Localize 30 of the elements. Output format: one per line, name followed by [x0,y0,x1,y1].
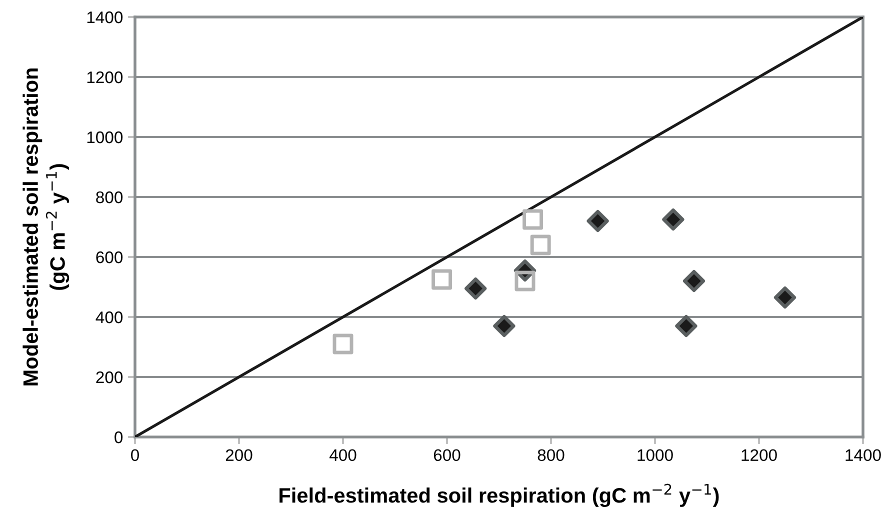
point [432,269,452,290]
point [586,210,609,232]
x-tick-label: 400 [329,449,356,462]
x-tick-label: 1200 [742,449,777,462]
y-tick-label: 200 [96,371,123,384]
x-axis-title: Field-estimated soil respiration (gC m$^{−2}$ y$^{−1}$) [280,484,719,507]
y-tick-label: 1000 [87,131,123,144]
x-tick-label: 200 [226,449,252,462]
point [530,234,551,256]
y-tick-label: 600 [96,251,123,264]
x-tick-label: 1000 [638,449,673,462]
y-tick-label: 800 [96,191,123,204]
point [675,314,698,338]
point [662,208,684,231]
y-tick-label: 400 [96,311,123,324]
x-tick-label: 800 [538,449,564,462]
point [774,286,796,309]
y-tick-label: 0 [114,431,123,444]
x-tick-label: 0 [131,449,139,462]
point [522,209,544,230]
y-tick-label: 1400 [87,11,123,24]
y-axis-title: Model-estimated soil respiration (gC m$^{−2}$ y$^{−1}$) [22,68,70,386]
y-tick-label: 1200 [87,71,123,84]
point [682,270,706,292]
point [493,314,516,338]
point [514,270,536,292]
point [332,334,354,354]
x-tick-label: 1400 [846,449,881,462]
x-tick-label: 600 [434,449,460,462]
point [464,277,487,300]
